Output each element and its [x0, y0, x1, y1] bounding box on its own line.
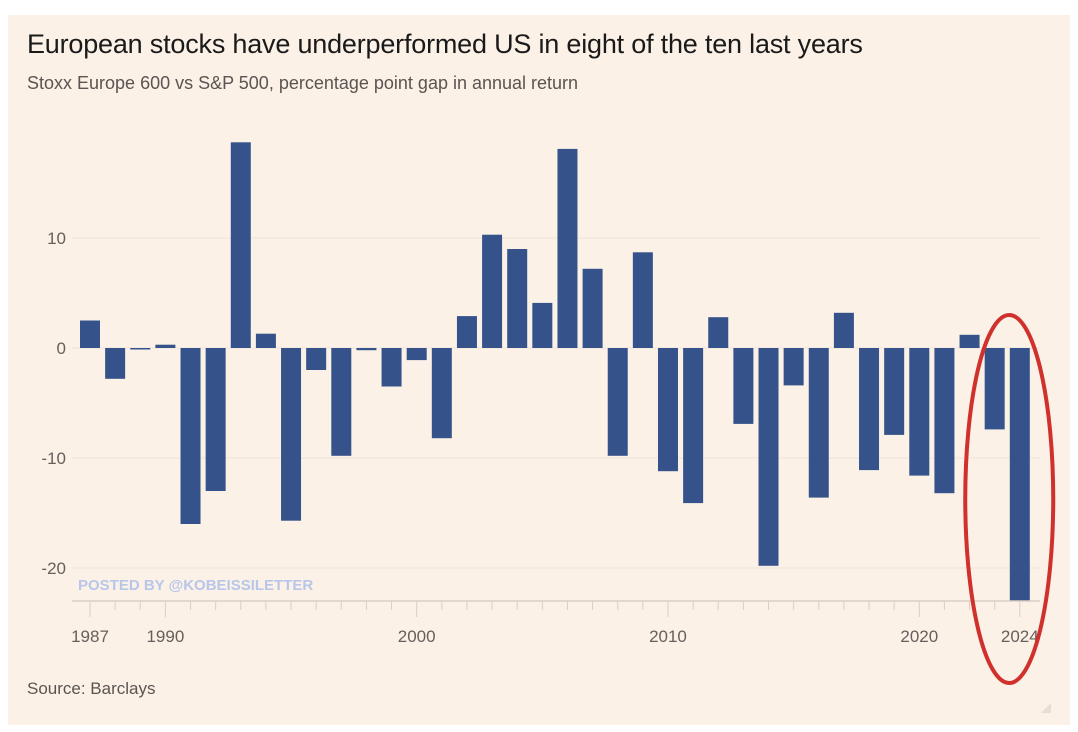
y-tick-label: 10 [47, 229, 66, 248]
bar-2015 [783, 348, 804, 386]
bar-1992 [205, 348, 226, 491]
bar-2016 [808, 348, 829, 498]
bar-1988 [105, 348, 126, 379]
bar-1987 [80, 320, 100, 348]
y-tick-label: -20 [41, 559, 66, 578]
bar-2024 [1009, 348, 1030, 601]
bar-2002 [456, 316, 477, 348]
bar-1989 [130, 348, 151, 350]
x-tick-label: 2010 [649, 627, 687, 646]
bar-2005 [532, 302, 553, 348]
x-tick-label: 2020 [900, 627, 938, 646]
bar-1993 [230, 142, 251, 348]
bar-1998 [356, 348, 377, 351]
bar-2018 [859, 348, 880, 471]
bar-2006 [557, 148, 578, 348]
x-tick-label: 2024 [1001, 627, 1039, 646]
bar-2011 [683, 348, 704, 504]
bar-2019 [884, 348, 905, 435]
bar-1991 [180, 348, 201, 524]
y-tick-label: -10 [41, 449, 66, 468]
bar-2012 [708, 317, 729, 348]
watermark-text: POSTED BY @KOBEISSILETTER [78, 577, 313, 594]
bar-2008 [607, 348, 628, 456]
bar-2004 [507, 249, 528, 348]
bar-1997 [331, 348, 352, 456]
bar-2021 [934, 348, 955, 494]
bar-1994 [255, 333, 276, 348]
bar-1999 [381, 348, 402, 387]
chart-subtitle: Stoxx Europe 600 vs S&P 500, percentage … [27, 73, 579, 93]
y-tick-label: 0 [57, 339, 66, 358]
x-tick-label: 1987 [71, 627, 109, 646]
resize-grip-icon [1041, 703, 1051, 713]
bar-2001 [431, 348, 452, 439]
highlight-ellipse [963, 313, 1056, 685]
bar-2014 [758, 348, 779, 566]
bar-2010 [657, 348, 678, 472]
bar-2013 [733, 348, 754, 424]
bar-2023 [984, 348, 1005, 430]
x-tick-label: 1990 [146, 627, 184, 646]
chart-title: European stocks have underperformed US i… [27, 29, 863, 59]
chart-source: Source: Barclays [27, 679, 156, 698]
bar-2017 [833, 312, 854, 348]
bar-2022 [959, 334, 980, 348]
bar-1996 [306, 348, 327, 370]
bar-2003 [482, 234, 503, 348]
bar-1995 [281, 348, 302, 521]
bar-2009 [632, 252, 653, 348]
bar-1990 [155, 344, 176, 348]
bar-2007 [582, 268, 603, 348]
bar-2000 [406, 348, 427, 361]
bar-2020 [909, 348, 930, 476]
x-tick-label: 2000 [398, 627, 436, 646]
